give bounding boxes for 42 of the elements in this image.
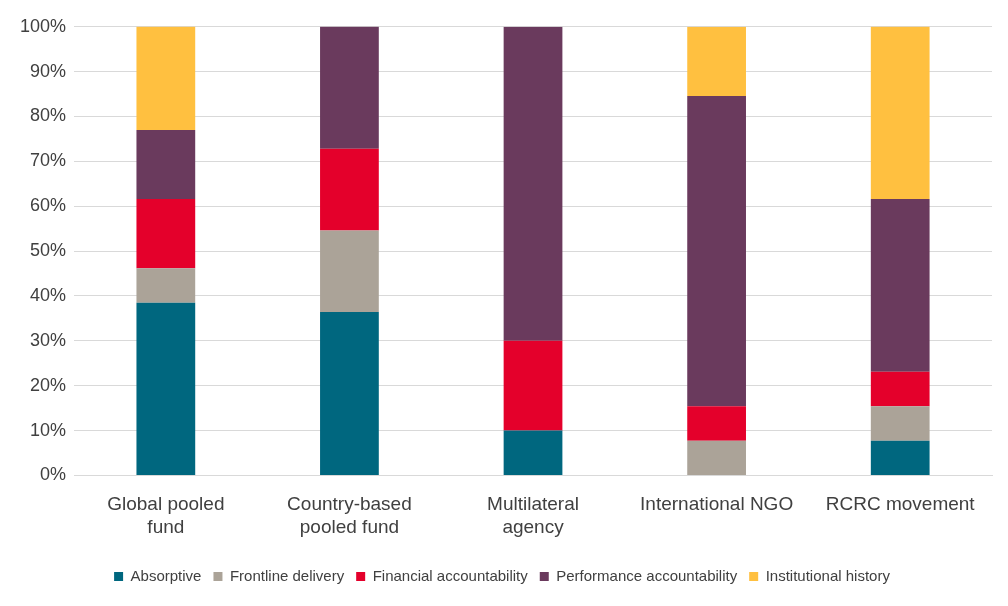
- bar: [320, 230, 379, 313]
- bar: [136, 302, 196, 475]
- bar: [136, 199, 196, 269]
- x-tick-label: Country-based pooled fund: [287, 493, 412, 537]
- y-tick-label: 70%: [30, 150, 67, 171]
- y-tick-label: 20%: [30, 374, 67, 395]
- legend-label: Frontline delivery: [229, 566, 345, 584]
- legend-label: Institutional history: [765, 566, 891, 584]
- bar: [870, 26, 930, 200]
- legend-label: Financial accountability: [372, 566, 529, 584]
- x-tick-label: Global pooled fund: [107, 493, 225, 537]
- bar: [136, 268, 196, 303]
- bar: [687, 440, 746, 475]
- bar: [870, 371, 930, 407]
- y-tick-label: 100%: [19, 15, 67, 36]
- bar: [136, 26, 196, 130]
- x-tick-label: RCRC movement: [825, 493, 976, 515]
- x-tick-label: International NGO: [640, 493, 794, 515]
- bar: [503, 26, 563, 341]
- legend-label: Performance accountability: [556, 566, 738, 584]
- y-tick-label: 0%: [40, 464, 67, 485]
- y-tick-label: 10%: [30, 419, 67, 440]
- y-tick-label: 80%: [30, 105, 67, 126]
- legend-label: Absorptive: [130, 566, 202, 584]
- x-tick-label: Multilateral agency: [487, 493, 579, 537]
- bar: [687, 95, 746, 407]
- y-tick-label: 60%: [30, 195, 67, 216]
- bar: [320, 26, 379, 149]
- bar: [870, 199, 930, 372]
- y-tick-label: 90%: [30, 60, 67, 81]
- bar: [136, 129, 196, 200]
- y-tick-label: 30%: [30, 329, 67, 350]
- bar: [687, 26, 746, 96]
- y-tick-label: 40%: [30, 284, 67, 305]
- bar: [870, 440, 930, 475]
- bar: [503, 340, 563, 431]
- bar: [687, 406, 746, 441]
- bar: [320, 312, 379, 475]
- bar: [503, 430, 563, 475]
- bar: [320, 148, 379, 231]
- bar: [870, 406, 930, 441]
- y-tick-label: 50%: [30, 240, 67, 261]
